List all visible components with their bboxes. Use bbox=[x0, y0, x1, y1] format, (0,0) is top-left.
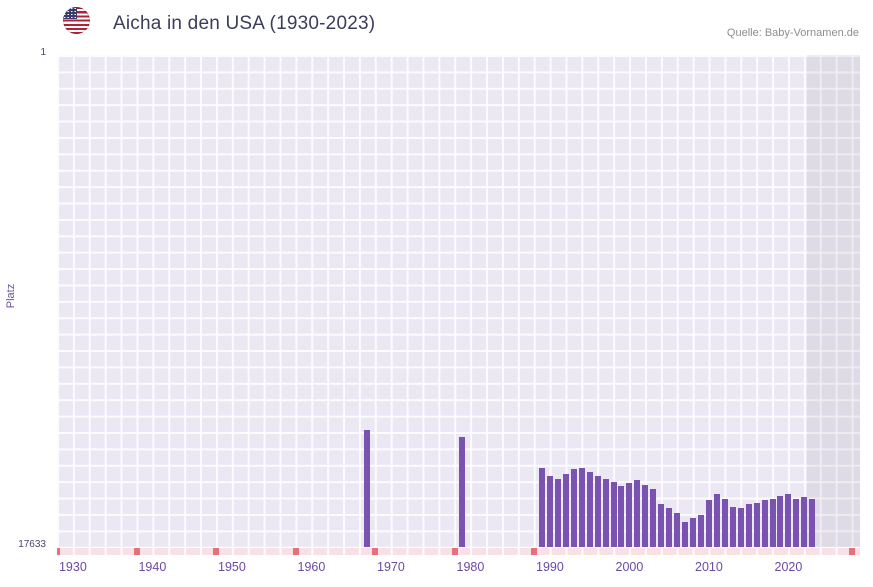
chart-title: Aicha in den USA (1930-2023) bbox=[113, 13, 376, 34]
bar-2006[interactable] bbox=[674, 512, 681, 547]
bar-1997[interactable] bbox=[602, 479, 609, 547]
bar-2020[interactable] bbox=[785, 494, 792, 547]
x-tick-label-1990: 1990 bbox=[536, 560, 564, 574]
x-tick-label-2010: 2010 bbox=[695, 560, 723, 574]
bar-2019[interactable] bbox=[777, 495, 784, 547]
bar-1989[interactable] bbox=[538, 467, 545, 547]
bar-2004[interactable] bbox=[658, 504, 665, 547]
plot-area bbox=[57, 55, 860, 547]
bar-2005[interactable] bbox=[666, 508, 673, 547]
bar-2015[interactable] bbox=[745, 504, 752, 547]
bar-2017[interactable] bbox=[761, 500, 768, 547]
no-data-mark-1968 bbox=[372, 548, 379, 555]
bar-2022[interactable] bbox=[801, 497, 808, 547]
bar-1995[interactable] bbox=[586, 472, 593, 547]
bar-2009[interactable] bbox=[697, 515, 704, 547]
bars-layer bbox=[57, 55, 860, 547]
no-data-mark-2028 bbox=[849, 548, 856, 555]
no-data-mark-1988 bbox=[531, 548, 538, 555]
bar-2010[interactable] bbox=[705, 500, 712, 547]
bar-1998[interactable] bbox=[610, 481, 617, 547]
bar-2016[interactable] bbox=[753, 502, 760, 547]
y-axis-top-label: 1 bbox=[40, 47, 46, 58]
bar-1999[interactable] bbox=[618, 486, 625, 547]
bar-2023[interactable] bbox=[809, 498, 816, 547]
x-tick-label-1950: 1950 bbox=[218, 560, 246, 574]
x-tick-label-2000: 2000 bbox=[615, 560, 644, 574]
y-axis-bottom-label: 17633 bbox=[18, 539, 46, 550]
bar-2002[interactable] bbox=[642, 484, 649, 547]
no-data-mark-1978 bbox=[451, 548, 458, 555]
bar-1994[interactable] bbox=[578, 467, 585, 547]
x-tick-label-1980: 1980 bbox=[456, 560, 485, 574]
us-flag-canton bbox=[63, 7, 77, 19]
bar-1979[interactable] bbox=[459, 437, 466, 547]
x-tick-label-1960: 1960 bbox=[297, 560, 326, 574]
bar-1996[interactable] bbox=[594, 476, 601, 547]
source-attribution: Quelle: Baby-Vornamen.de bbox=[726, 27, 859, 39]
bar-1992[interactable] bbox=[562, 473, 569, 547]
bar-2007[interactable] bbox=[682, 522, 689, 547]
bar-2021[interactable] bbox=[793, 498, 800, 547]
bar-2018[interactable] bbox=[769, 498, 776, 547]
y-axis-title: Platz bbox=[5, 283, 17, 309]
no-data-mark-1928 bbox=[57, 548, 60, 555]
bar-1991[interactable] bbox=[554, 479, 561, 547]
x-tick-label-1930: 1930 bbox=[58, 560, 87, 574]
bar-1993[interactable] bbox=[570, 469, 577, 547]
bar-2008[interactable] bbox=[690, 518, 697, 547]
x-axis-tick-labels: 1930 1940 1950 1960 1970 1980 1990 2000 2010 2020 bbox=[57, 560, 860, 582]
bar-1990[interactable] bbox=[546, 476, 553, 547]
bar-2011[interactable] bbox=[713, 494, 720, 547]
no-data-mark-1948 bbox=[213, 548, 219, 555]
x-tick-label-1940: 1940 bbox=[138, 560, 167, 574]
bar-2012[interactable] bbox=[721, 498, 728, 547]
x-tick-label-1970: 1970 bbox=[377, 560, 405, 574]
bar-2003[interactable] bbox=[650, 488, 657, 547]
bar-2014[interactable] bbox=[737, 508, 744, 547]
us-flag-icon bbox=[63, 7, 90, 34]
no-data-mark-1938 bbox=[133, 548, 140, 555]
x-tick-label-2020: 2020 bbox=[774, 560, 803, 574]
bar-2001[interactable] bbox=[634, 480, 641, 547]
bar-1967[interactable] bbox=[364, 430, 371, 547]
recent-years-band bbox=[807, 55, 860, 547]
no-data-mark-1958 bbox=[292, 548, 299, 555]
bar-2000[interactable] bbox=[626, 483, 633, 547]
no-data-strip bbox=[57, 548, 860, 555]
bar-2013[interactable] bbox=[729, 507, 736, 547]
